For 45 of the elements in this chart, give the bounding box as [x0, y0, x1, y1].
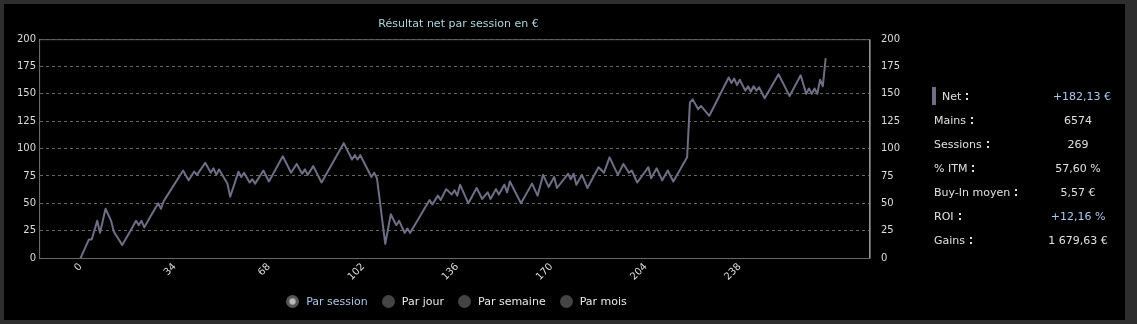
text: 6574	[1064, 113, 1092, 127]
y-tick-label: 125	[16, 114, 37, 126]
text: Par semaine	[478, 295, 546, 308]
category-label: Gains	[934, 233, 966, 247]
x-tick-label: 0	[71, 260, 84, 274]
y-tick-label: 25	[23, 224, 37, 236]
y2-tick-label: 175	[880, 60, 901, 72]
text: Par jour	[401, 295, 444, 308]
x-tick-label: 170	[533, 260, 555, 283]
category-label: ROI	[934, 209, 954, 223]
x-tick-label: 204	[627, 260, 649, 283]
y-tick-label: 150	[16, 87, 37, 99]
y2-tick-label: 50	[880, 196, 894, 208]
text: Par session	[306, 295, 368, 308]
category-label: Buy-In moyen	[934, 185, 1011, 199]
text: +12,16 %	[1050, 209, 1106, 223]
x-tick-label: 34	[161, 260, 179, 278]
y2-tick-label: 150	[880, 87, 901, 99]
y2-tick-label: 125	[880, 114, 901, 126]
y-tick-label: 75	[23, 169, 37, 181]
x-tick-label: 136	[439, 260, 461, 283]
text: 5,57 €	[1060, 185, 1096, 199]
y-tick-label: 100	[16, 142, 37, 154]
x-tick-label: 238	[721, 260, 743, 283]
category-label: Mains	[934, 113, 966, 127]
text: Par mois	[579, 295, 627, 308]
text: +182,13 €	[1052, 89, 1112, 103]
x-tick-label: 68	[255, 260, 273, 278]
y2-tick-label: 200	[880, 32, 901, 44]
text: 57,60 %	[1055, 161, 1101, 175]
y-tick-label: 50	[23, 196, 37, 208]
y-tick-label: 0	[29, 251, 37, 263]
y-tick-label: 200	[16, 32, 37, 44]
y2-tick-label: 100	[880, 142, 901, 154]
x-tick-label: 102	[345, 260, 367, 283]
chart-title: Résultat net par session en €	[378, 17, 539, 31]
category-label: % ITM	[934, 161, 968, 175]
y2-tick-label: 0	[880, 251, 888, 263]
text: 1 679,63 €	[1048, 233, 1108, 247]
y2-tick-label: 25	[880, 224, 894, 236]
text: 269	[1067, 137, 1089, 151]
category-label: Net	[942, 89, 962, 103]
y-tick-label: 175	[16, 60, 37, 72]
category-label: Sessions	[934, 137, 982, 151]
y2-tick-label: 75	[880, 169, 894, 181]
